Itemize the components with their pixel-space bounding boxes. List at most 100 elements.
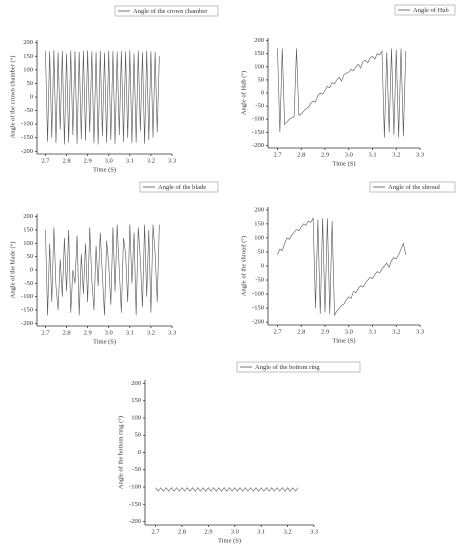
y-tick-label: 150 bbox=[23, 226, 33, 233]
y-axis-label: Angle of the bottom ring (°) bbox=[117, 416, 124, 489]
y-tick-label: -150 bbox=[129, 501, 141, 508]
y-tick-label: 200 bbox=[131, 380, 141, 387]
x-axis-label: Time (S) bbox=[93, 166, 116, 173]
y-tick-label: -50 bbox=[132, 466, 141, 473]
x-axis-label: Time (S) bbox=[332, 160, 355, 167]
x-tick-label: 3.0 bbox=[345, 151, 353, 158]
y-tick-label: 100 bbox=[131, 414, 141, 421]
y-tick-label: 50 bbox=[27, 80, 34, 87]
x-tick-label: 2.8 bbox=[62, 157, 70, 164]
y-tick-label: 0 bbox=[261, 89, 264, 96]
x-tick-label: 3.1 bbox=[368, 151, 376, 158]
y-axis-label: Angle of the shroud (°) bbox=[240, 236, 247, 296]
data-line bbox=[155, 487, 299, 492]
x-tick-label: 3.0 bbox=[105, 329, 113, 336]
y-tick-label: -100 bbox=[252, 116, 264, 123]
x-axis-label: Time (S) bbox=[218, 537, 241, 544]
y-tick-label: 0 bbox=[30, 266, 33, 273]
x-tick-label: 3.2 bbox=[147, 329, 155, 336]
x-tick-label: 3.1 bbox=[257, 528, 265, 535]
y-tick-label: -150 bbox=[21, 306, 33, 313]
x-axis-label: Time (S) bbox=[332, 337, 355, 344]
x-tick-label: 2.8 bbox=[178, 528, 186, 535]
y-tick-label: -50 bbox=[24, 280, 33, 287]
x-tick-label: 3.3 bbox=[416, 328, 424, 335]
x-tick-label: 2.9 bbox=[321, 151, 329, 158]
data-line bbox=[45, 50, 160, 145]
y-tick-label: 100 bbox=[254, 234, 264, 241]
y-tick-label: 200 bbox=[254, 37, 264, 44]
legend-box bbox=[139, 181, 219, 193]
x-tick-label: 2.9 bbox=[204, 528, 212, 535]
y-tick-label: 50 bbox=[258, 76, 265, 83]
x-axis-label: Time (S) bbox=[93, 338, 116, 345]
y-tick-label: 200 bbox=[23, 39, 33, 46]
legend-label: Angle of the blade bbox=[158, 184, 206, 191]
y-tick-label: -150 bbox=[252, 129, 264, 136]
x-tick-label: 3.3 bbox=[310, 528, 318, 535]
y-tick-label: 0 bbox=[138, 449, 141, 456]
y-tick-label: -200 bbox=[21, 320, 33, 327]
x-tick-label: 3.3 bbox=[168, 329, 176, 336]
legend-label: Angle of the shroud bbox=[388, 184, 441, 191]
y-tick-label: -200 bbox=[252, 142, 264, 149]
y-tick-label: -200 bbox=[21, 148, 33, 155]
y-tick-label: -100 bbox=[21, 293, 33, 300]
y-tick-label: -50 bbox=[24, 107, 33, 114]
legend-box bbox=[236, 361, 361, 373]
y-tick-label: 100 bbox=[254, 63, 264, 70]
x-tick-label: 2.9 bbox=[84, 329, 92, 336]
x-tick-label: 3.1 bbox=[126, 329, 134, 336]
legend-box bbox=[114, 5, 219, 17]
x-tick-label: 2.7 bbox=[41, 329, 50, 336]
data-line bbox=[277, 217, 407, 317]
y-tick-label: -50 bbox=[255, 103, 264, 110]
x-tick-label: 2.7 bbox=[41, 157, 50, 164]
x-tick-label: 2.8 bbox=[62, 329, 70, 336]
x-tick-label: 2.7 bbox=[273, 151, 282, 158]
y-tick-label: 150 bbox=[254, 50, 264, 57]
y-tick-label: -100 bbox=[21, 121, 33, 128]
x-tick-label: 2.7 bbox=[273, 328, 282, 335]
y-tick-label: -150 bbox=[21, 134, 33, 141]
x-tick-label: 3.0 bbox=[105, 157, 113, 164]
data-line bbox=[277, 48, 407, 138]
x-tick-label: 3.3 bbox=[416, 151, 424, 158]
x-tick-label: 2.9 bbox=[84, 157, 92, 164]
y-tick-label: 50 bbox=[27, 253, 34, 260]
x-tick-label: 3.0 bbox=[345, 328, 353, 335]
legend-box bbox=[369, 181, 456, 193]
x-tick-label: 2.7 bbox=[152, 528, 161, 535]
y-tick-label: 0 bbox=[261, 262, 264, 269]
x-tick-label: 3.1 bbox=[126, 157, 134, 164]
legend-box bbox=[394, 4, 456, 16]
x-tick-label: 3.2 bbox=[284, 528, 292, 535]
y-tick-label: -100 bbox=[252, 291, 264, 298]
y-tick-label: 50 bbox=[258, 248, 265, 255]
y-tick-label: -150 bbox=[252, 305, 264, 312]
x-tick-label: 3.1 bbox=[368, 328, 376, 335]
y-tick-label: -200 bbox=[252, 319, 264, 326]
y-tick-label: 50 bbox=[135, 432, 142, 439]
y-tick-label: 150 bbox=[131, 397, 141, 404]
y-axis-label: Angle of the crown chamber (°) bbox=[9, 56, 16, 139]
y-tick-label: 100 bbox=[23, 66, 33, 73]
x-tick-label: 2.8 bbox=[297, 151, 305, 158]
y-tick-label: -50 bbox=[255, 277, 264, 284]
y-tick-label: -100 bbox=[129, 484, 141, 491]
x-tick-label: 3.2 bbox=[392, 328, 400, 335]
legend-label: Angle of Hub bbox=[413, 7, 449, 14]
y-tick-label: 150 bbox=[23, 53, 33, 60]
data-line bbox=[45, 224, 160, 316]
x-tick-label: 3.2 bbox=[392, 151, 400, 158]
legend-label: Angle of the bottom ring bbox=[255, 364, 320, 371]
legend-label: Angle of the crown chamber bbox=[133, 8, 208, 15]
y-axis-label: Angle of the blade (°) bbox=[9, 242, 16, 299]
y-tick-label: 150 bbox=[254, 220, 264, 227]
y-tick-label: 200 bbox=[23, 213, 33, 220]
x-tick-label: 3.3 bbox=[168, 157, 176, 164]
x-tick-label: 3.0 bbox=[231, 528, 239, 535]
y-axis-label: Angle of Hub (°) bbox=[240, 71, 247, 115]
x-tick-label: 2.9 bbox=[321, 328, 329, 335]
